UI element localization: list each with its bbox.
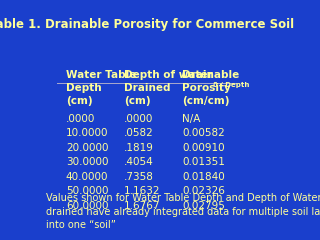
Text: 0.01840: 0.01840 [182,172,225,182]
Text: 10.0000: 10.0000 [66,128,108,138]
Text: Table 1. Drainable Porosity for Commerce Soil: Table 1. Drainable Porosity for Commerce… [0,18,295,31]
Text: Drained: Drained [124,83,171,93]
Text: 0.00910: 0.00910 [182,143,225,153]
Text: (cm/cm): (cm/cm) [182,96,230,106]
Text: 20.0000: 20.0000 [66,143,108,153]
Text: .0000: .0000 [124,114,154,124]
Text: 1.6767: 1.6767 [124,201,161,211]
Text: .4054: .4054 [124,157,154,167]
Text: 40.0000: 40.0000 [66,172,108,182]
Text: .0582: .0582 [124,128,154,138]
Text: 30.0000: 30.0000 [66,157,108,167]
Text: 1.1632: 1.1632 [124,186,161,196]
Text: 50.0000: 50.0000 [66,186,108,196]
Text: .7358: .7358 [124,172,154,182]
Text: (cm): (cm) [66,96,92,106]
Text: 60.0000: 60.0000 [66,201,108,211]
Text: δ / Depth: δ / Depth [213,82,249,88]
Text: 0.00582: 0.00582 [182,128,225,138]
Text: 0.01351: 0.01351 [182,157,225,167]
Text: Drainable: Drainable [182,71,240,80]
Text: Values shown for Water Table Depth and Depth of Water
drained have already integ: Values shown for Water Table Depth and D… [46,193,320,230]
Text: Depth: Depth [66,83,101,93]
Text: (cm): (cm) [124,96,151,106]
Text: .0000: .0000 [66,114,95,124]
Text: Porosity: Porosity [182,83,231,93]
Text: 0.02326: 0.02326 [182,186,225,196]
Text: N/A: N/A [182,114,201,124]
Text: Water Table: Water Table [66,71,136,80]
Text: .1819: .1819 [124,143,154,153]
Text: Depth of water: Depth of water [124,71,213,80]
Text: 0.02795: 0.02795 [182,201,225,211]
